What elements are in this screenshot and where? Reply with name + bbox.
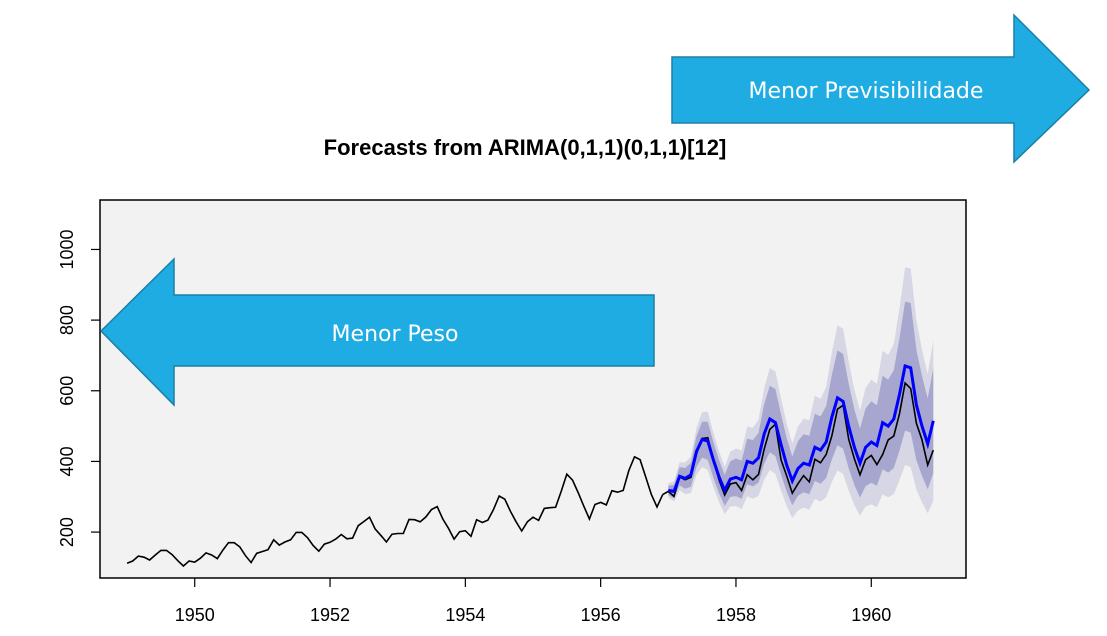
right-arrow-shape xyxy=(671,13,1091,164)
x-tick-label: 1960 xyxy=(851,605,891,625)
x-tick-label: 1954 xyxy=(445,605,485,625)
y-tick-label: 800 xyxy=(57,305,77,335)
band-80 xyxy=(668,301,934,506)
plot-frame xyxy=(99,199,967,579)
x-tick-label: 1952 xyxy=(310,605,350,625)
actual-line xyxy=(662,381,935,498)
x-tick-label: 1950 xyxy=(175,605,215,625)
forecast-line xyxy=(668,364,935,495)
x-tick-label: 1958 xyxy=(716,605,756,625)
left-arrow-annotation: Menor Peso xyxy=(99,257,655,407)
y-tick-label: 400 xyxy=(57,446,77,476)
left-arrow-shape xyxy=(99,257,655,407)
right-arrow-annotation: Menor Previsibilidade xyxy=(671,13,1091,164)
y-tick-label: 600 xyxy=(57,376,77,406)
plot-panel xyxy=(100,200,966,578)
axes: 1950 1952 1954 1956 1958 1960 200 400 600 800 1000 xyxy=(57,229,891,625)
right-arrow-label: Menor Previsibilidade xyxy=(749,79,984,104)
left-arrow-label: Menor Peso xyxy=(332,322,459,347)
y-tick-label: 1000 xyxy=(57,229,77,269)
chart-title: Forecasts from ARIMA(0,1,1)(0,1,1)[12] xyxy=(324,135,727,160)
x-tick-label: 1956 xyxy=(581,605,621,625)
series-lines xyxy=(126,364,935,568)
prediction-intervals xyxy=(668,267,934,519)
history-line xyxy=(126,455,664,568)
y-tick-label: 200 xyxy=(57,517,77,547)
